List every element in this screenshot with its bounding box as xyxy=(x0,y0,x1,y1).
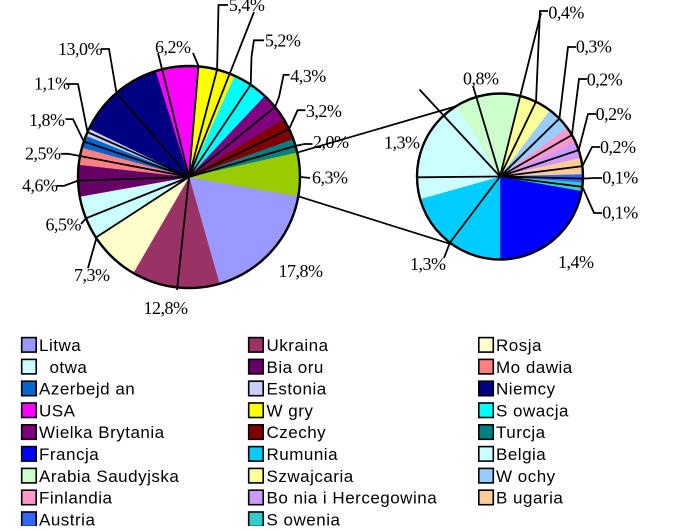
svg-text:Bia oru: Bia oru xyxy=(267,358,324,377)
svg-text:1,4%: 1,4% xyxy=(558,252,594,272)
svg-text:2,5%: 2,5% xyxy=(25,144,61,164)
svg-text:1,8%: 1,8% xyxy=(29,110,65,130)
svg-text:B ugaria: B ugaria xyxy=(496,489,563,508)
svg-text:Azerbejd an: Azerbejd an xyxy=(39,380,135,399)
svg-text:Bo nia i Hercegowina: Bo nia i Hercegowina xyxy=(267,489,438,508)
svg-text:7,3%: 7,3% xyxy=(74,265,110,285)
svg-text:0,8%: 0,8% xyxy=(463,69,499,89)
svg-text:Czechy: Czechy xyxy=(267,423,327,442)
svg-text:Rosja: Rosja xyxy=(496,336,542,355)
svg-text:5,2%: 5,2% xyxy=(265,30,301,50)
svg-text:Finlandia: Finlandia xyxy=(39,489,113,508)
svg-text:S owacja: S owacja xyxy=(496,401,569,420)
svg-text:3,2%: 3,2% xyxy=(306,101,342,121)
svg-text:5,4%: 5,4% xyxy=(229,0,265,15)
svg-text:USA: USA xyxy=(39,401,76,420)
svg-text:W ochy: W ochy xyxy=(496,467,556,486)
svg-text:0,2%: 0,2% xyxy=(600,137,636,157)
svg-text:Mo dawia: Mo dawia xyxy=(496,358,573,377)
svg-text:1,1%: 1,1% xyxy=(34,74,70,94)
svg-text:Arabia Saudyjska: Arabia Saudyjska xyxy=(39,467,179,486)
svg-text:4,6%: 4,6% xyxy=(22,176,58,196)
svg-text:12,8%: 12,8% xyxy=(144,298,189,318)
svg-text:17,8%: 17,8% xyxy=(279,261,324,281)
svg-text:0,2%: 0,2% xyxy=(587,69,623,89)
svg-text:Litwa: Litwa xyxy=(39,336,81,355)
svg-text:0,4%: 0,4% xyxy=(548,2,584,22)
svg-text:Francja: Francja xyxy=(39,445,99,464)
svg-text:6,5%: 6,5% xyxy=(46,215,82,235)
svg-text:Belgia: Belgia xyxy=(496,445,546,464)
svg-text:S owenia: S owenia xyxy=(267,510,341,526)
svg-text:Turcja: Turcja xyxy=(496,423,546,442)
svg-text:1,3%: 1,3% xyxy=(410,254,446,274)
svg-text:6,2%: 6,2% xyxy=(155,37,191,57)
svg-text:0,2%: 0,2% xyxy=(596,104,632,124)
svg-text:otwa: otwa xyxy=(39,358,87,377)
svg-text:4,3%: 4,3% xyxy=(290,66,326,86)
svg-text:13,0%: 13,0% xyxy=(58,39,103,59)
svg-text:2,0%: 2,0% xyxy=(313,132,349,152)
svg-text:0,1%: 0,1% xyxy=(602,168,638,188)
svg-text:Niemcy: Niemcy xyxy=(496,380,556,399)
svg-text:W gry: W gry xyxy=(267,401,314,420)
svg-text:Austria: Austria xyxy=(39,510,95,526)
svg-text:6,3%: 6,3% xyxy=(312,168,348,188)
svg-text:Estonia: Estonia xyxy=(267,380,327,399)
svg-text:1,3%: 1,3% xyxy=(384,133,420,153)
svg-text:Szwajcaria: Szwajcaria xyxy=(267,467,354,486)
svg-text:Ukraina: Ukraina xyxy=(267,336,329,355)
svg-text:0,1%: 0,1% xyxy=(602,203,638,223)
svg-text:Rumunia: Rumunia xyxy=(267,445,339,464)
svg-text:0,3%: 0,3% xyxy=(576,37,612,57)
svg-text:Wielka Brytania: Wielka Brytania xyxy=(39,423,165,442)
